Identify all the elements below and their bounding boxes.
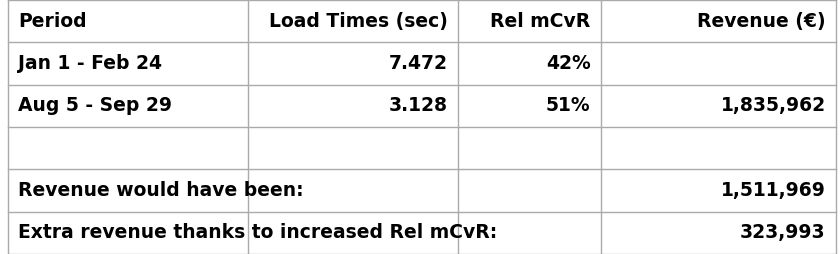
Text: Period: Period	[18, 12, 87, 31]
Text: 7.472: 7.472	[389, 54, 448, 73]
Text: 51%: 51%	[546, 96, 591, 115]
Text: Rel mCvR: Rel mCvR	[491, 12, 591, 31]
Text: 3.128: 3.128	[389, 96, 448, 115]
Text: 1,835,962: 1,835,962	[721, 96, 826, 115]
Text: Revenue would have been:: Revenue would have been:	[18, 181, 304, 200]
Text: Aug 5 - Sep 29: Aug 5 - Sep 29	[18, 96, 172, 115]
Text: 1,511,969: 1,511,969	[721, 181, 826, 200]
Text: 323,993: 323,993	[740, 223, 826, 242]
Text: 42%: 42%	[546, 54, 591, 73]
Text: Jan 1 - Feb 24: Jan 1 - Feb 24	[18, 54, 162, 73]
Text: Extra revenue thanks to increased Rel mCvR:: Extra revenue thanks to increased Rel mC…	[18, 223, 498, 242]
Text: Load Times (sec): Load Times (sec)	[269, 12, 448, 31]
Text: Revenue (€): Revenue (€)	[697, 12, 826, 31]
